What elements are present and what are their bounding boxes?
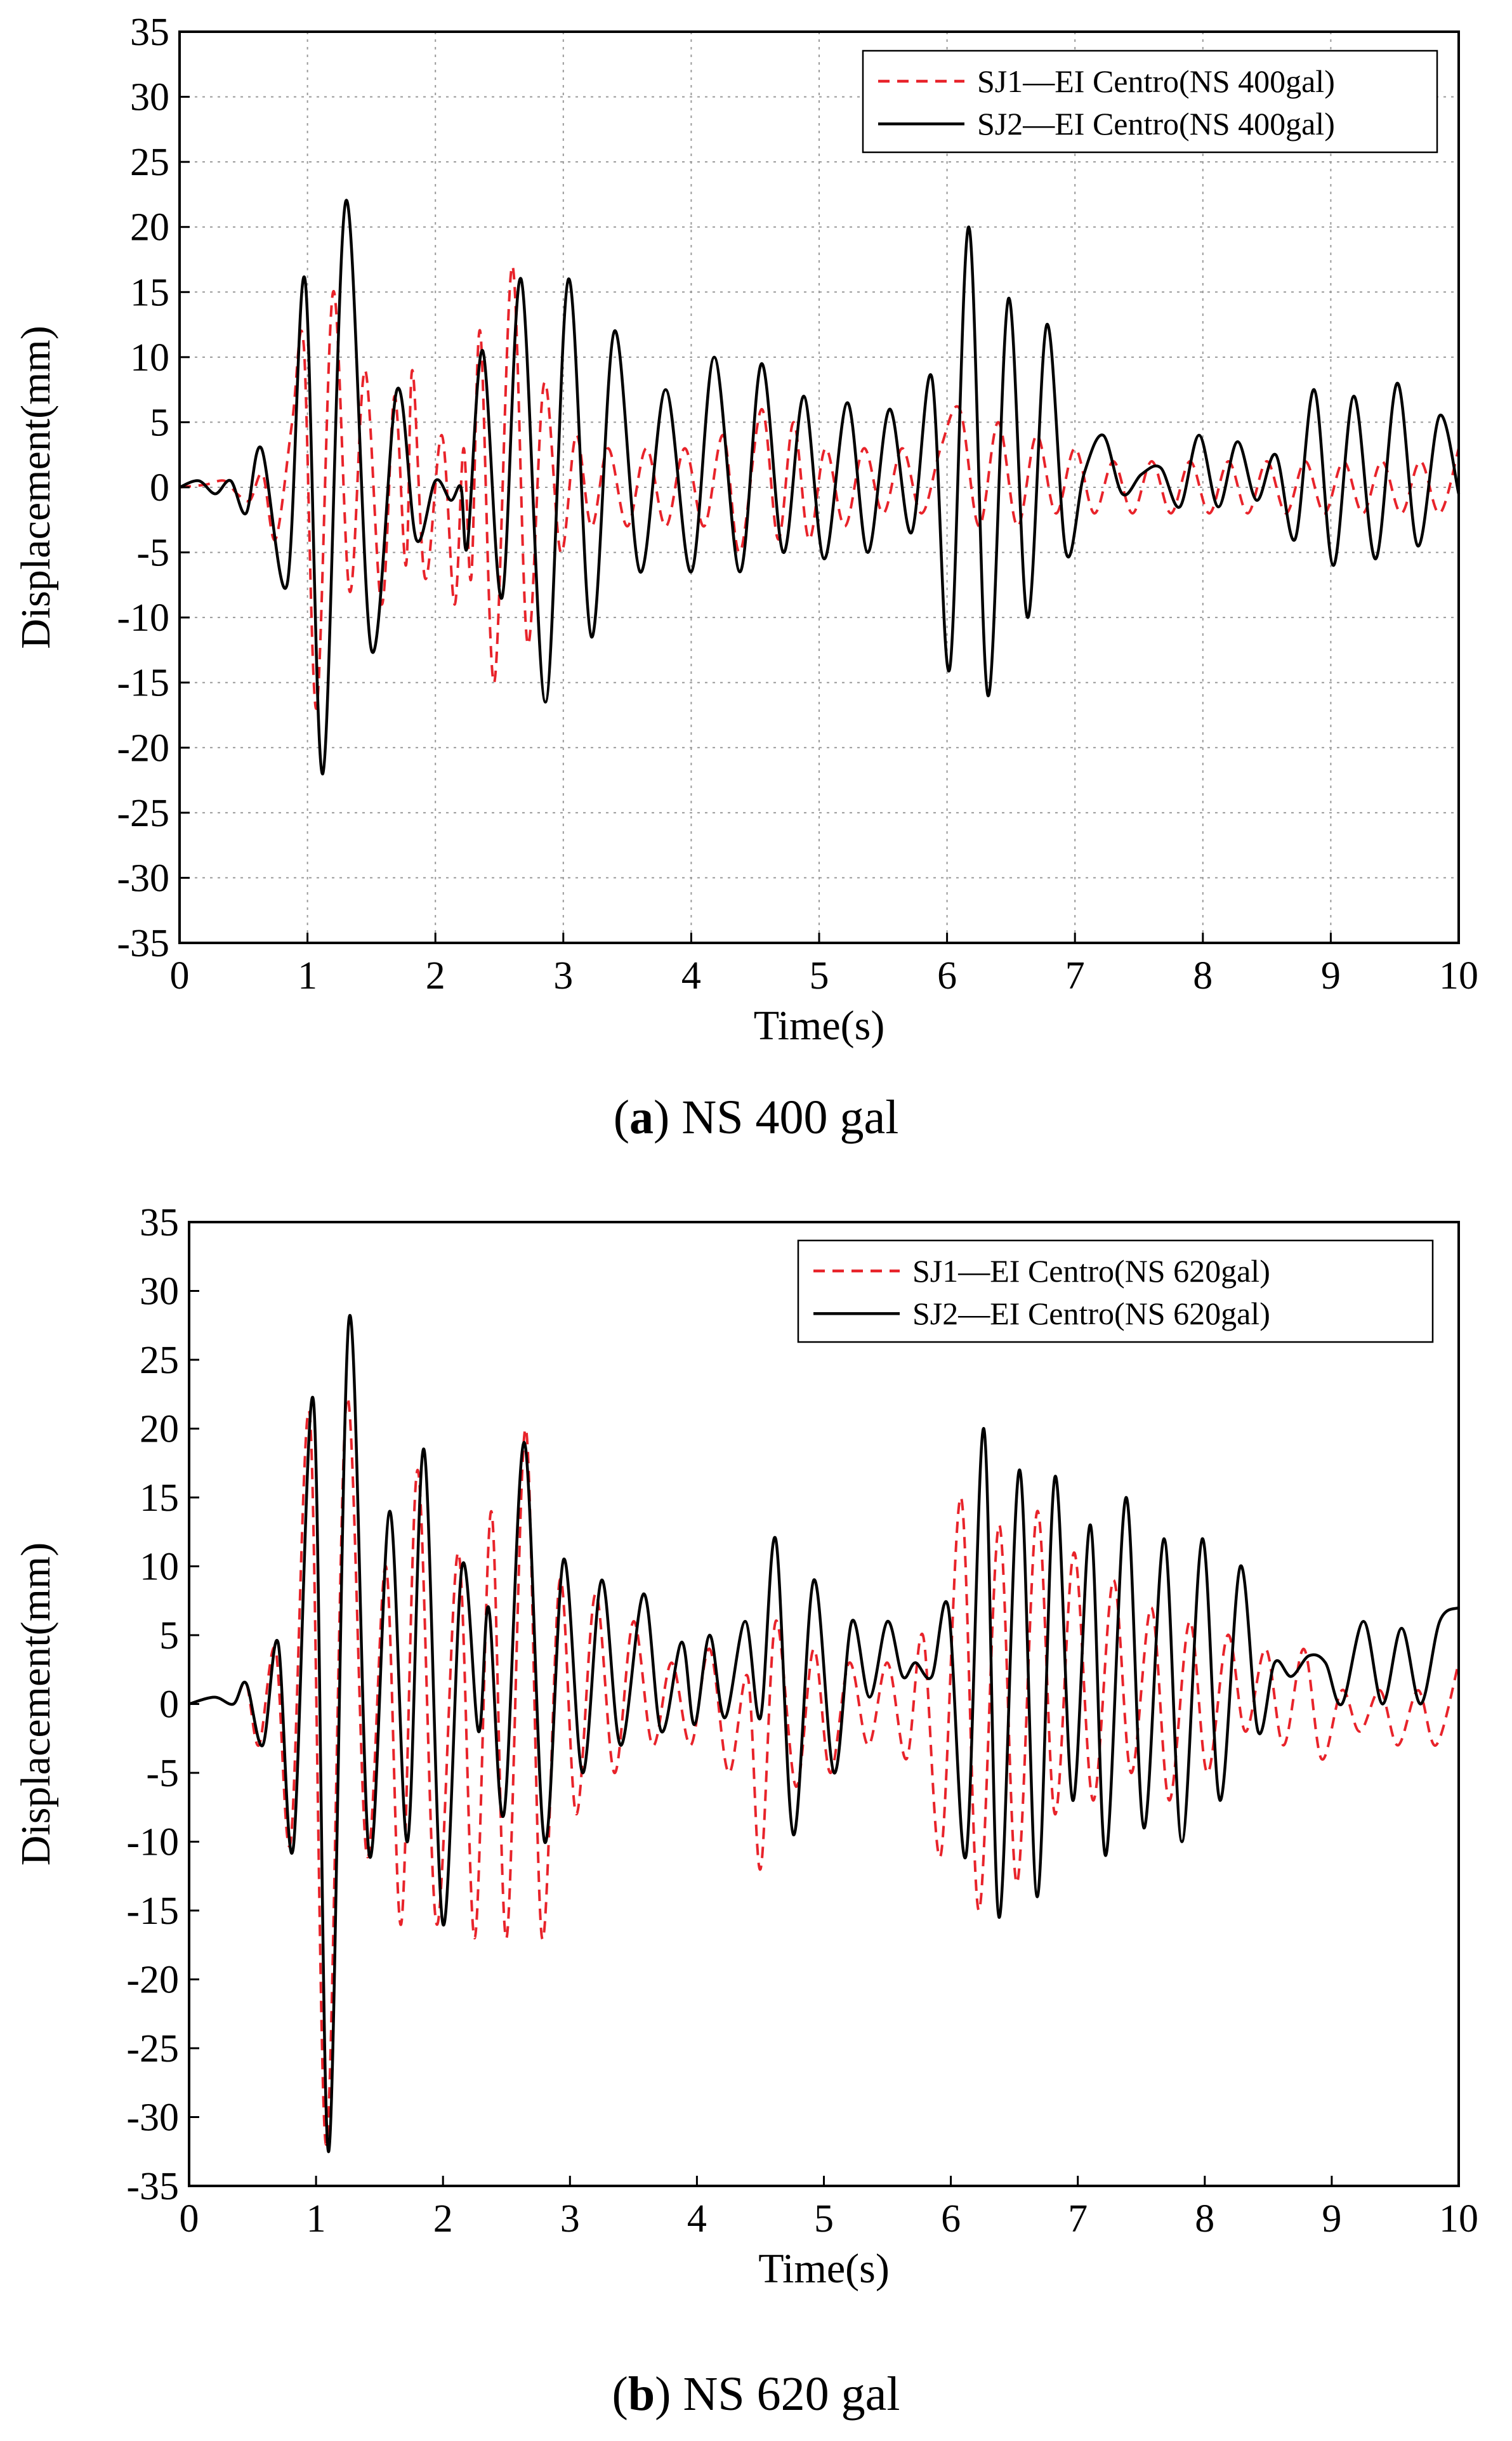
caption-a-text: NS 400 gal [669,1091,899,1144]
series-line-2 [179,199,1461,775]
caption-b: (b) NS 620 gal [612,2367,900,2421]
x-tick-label-1: 1 [306,2197,326,2240]
x-tick-label-10: 10 [1439,954,1478,997]
series-line-2 [188,1314,1460,2154]
x-tick-label-9: 9 [1321,954,1341,997]
y-tick-label-10: 15 [130,271,169,314]
legend-box [797,1239,1434,1343]
legend-label-1: SJ1—EI Centro(NS 400gal) [977,63,1335,99]
y-tick-label-12: 25 [140,1339,179,1382]
legend-label-1: SJ1—EI Centro(NS 620gal) [912,1253,1270,1289]
y-tick-label-9: 10 [130,336,169,379]
x-tick-label-3: 3 [560,2197,580,2240]
y-tick-label-7: 0 [159,1683,179,1727]
y-tick-label-5: -10 [126,1821,179,1864]
y-tick-label-14: 35 [130,11,169,54]
x-tick-label-0: 0 [180,2197,199,2240]
x-tick-label-8: 8 [1193,954,1213,997]
x-tick-label-4: 4 [681,954,701,997]
y-tick-label-13: 30 [130,76,169,119]
x-tick-label-8: 8 [1195,2197,1214,2240]
y-tick-label-9: 10 [140,1546,179,1589]
y-tick-label-1: -30 [126,2096,179,2140]
y-tick-label-6: -5 [146,1752,179,1795]
y-tick-label-0: -35 [117,922,169,965]
y-tick-label-3: -20 [117,727,169,770]
x-tick-label-2: 2 [426,954,445,997]
legend-label-2: SJ2—EI Centro(NS 400gal) [977,106,1335,141]
x-tick-label-0: 0 [170,954,190,997]
x-tick-label-9: 9 [1322,2197,1341,2240]
panel-a: 0 1 2 3 4 5 6 7 8 9 10 -35 -30 -25 -20 -15 -10 -5 0 5 10 15 20… [0,0,1512,1206]
y-tick-label-2: -25 [126,2027,179,2070]
series-line-1 [188,1397,1460,2146]
x-tick-label-1: 1 [298,954,317,997]
y-axis-title: Displacement(mm) [13,326,59,649]
caption-a: (a) NS 400 gal [613,1091,899,1144]
x-tick-label-5: 5 [810,954,829,997]
y-tick-label-8: 5 [150,401,169,444]
x-tick-label-4: 4 [687,2197,707,2240]
legend-label-2: SJ2—EI Centro(NS 620gal) [912,1296,1270,1331]
chart-b: 0 1 2 3 4 5 6 7 8 9 10 -35 -30 -25 -20 -15 -10 -5 0 5 10 15 20… [13,1206,1478,2292]
x-tick-label-3: 3 [553,954,573,997]
caption-a-letter: a [629,1091,654,1144]
y-tick-label-0: -35 [126,2165,179,2208]
x-tick-label-2: 2 [433,2197,453,2240]
x-tick-label-5: 5 [814,2197,834,2240]
x-tick-label-6: 6 [937,954,957,997]
y-tick-label-10: 15 [140,1477,179,1520]
x-tick-label-10: 10 [1439,2197,1478,2240]
x-tick-label-7: 7 [1068,2197,1088,2240]
x-axis-title: Time(s) [758,2246,890,2292]
y-tick-label-11: 20 [140,1408,179,1451]
y-tick-label-8: 5 [159,1614,179,1657]
panel-b: 0 1 2 3 4 5 6 7 8 9 10 -35 -30 -25 -20 -15 -10 -5 0 5 10 15 20… [0,1206,1512,2441]
y-axis-title: Displacement(mm) [13,1543,59,1866]
y-tick-label-5: -10 [117,596,169,640]
x-axis-title: Time(s) [754,1003,885,1049]
y-tick-label-11: 20 [130,206,169,249]
y-tick-label-4: -15 [117,662,169,705]
y-tick-label-6: -5 [136,532,169,575]
y-tick-label-1: -30 [117,857,169,900]
x-tick-label-6: 6 [941,2197,961,2240]
y-tick-label-12: 25 [130,141,169,184]
caption-b-letter: b [628,2367,655,2421]
y-tick-label-14: 35 [140,1206,179,1244]
y-tick-label-7: 0 [150,466,169,510]
y-tick-label-2: -25 [117,792,169,835]
x-tick-label-7: 7 [1065,954,1085,997]
caption-b-text: NS 620 gal [671,2367,900,2421]
legend-box [862,49,1438,154]
y-tick-label-4: -15 [126,1890,179,1933]
y-tick-label-3: -20 [126,1959,179,2002]
chart-a: 0 1 2 3 4 5 6 7 8 9 10 -35 -30 -25 -20 -15 -10 -5 0 5 10 15 20… [13,11,1478,1049]
series-line-1 [179,265,1460,710]
y-tick-label-13: 30 [140,1270,179,1313]
